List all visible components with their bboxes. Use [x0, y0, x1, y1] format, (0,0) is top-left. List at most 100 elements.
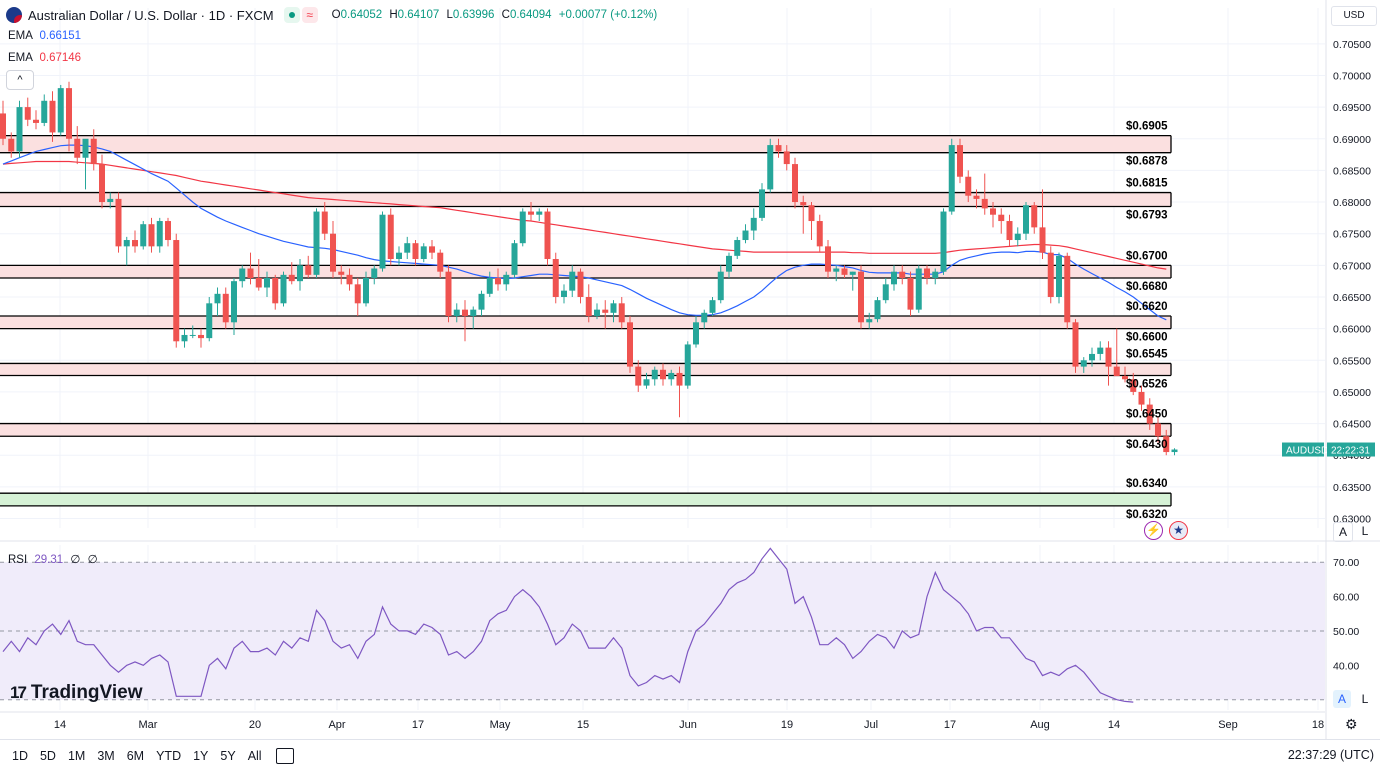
candle-body	[701, 312, 708, 323]
candle-body	[594, 309, 600, 316]
candle-body	[1138, 391, 1145, 405]
candle-body	[49, 100, 56, 133]
candle-body	[585, 296, 592, 316]
date-tick: May	[490, 719, 511, 731]
candle-body	[627, 322, 633, 367]
ema-slow-line	[2, 160, 1167, 270]
candle-body	[635, 366, 642, 386]
candle-body	[255, 278, 262, 288]
candle-body	[1155, 423, 1161, 437]
timeframe-1m[interactable]: 1M	[67, 748, 86, 763]
candle-body	[1014, 233, 1021, 241]
countdown-label: 22:22:31	[1331, 446, 1370, 457]
rsi-label: RSI	[8, 554, 28, 566]
ema-fast-legend[interactable]: EMA 0.66151	[8, 30, 81, 42]
symbol-label: AUDUSD	[1286, 446, 1328, 457]
resistance-zone	[0, 363, 1171, 376]
zone-price-label: $0.6450	[1126, 409, 1168, 421]
rsi-auto-scale-button[interactable]: A	[1333, 690, 1351, 708]
ema-slow-legend[interactable]: EMA 0.67146	[8, 52, 81, 64]
date-tick: 15	[577, 719, 589, 731]
candle-body	[363, 278, 369, 304]
candle-body	[783, 151, 790, 165]
gear-icon[interactable]: ⚙	[1345, 716, 1358, 732]
date-tick: 14	[1108, 719, 1120, 731]
rsi-extra-1: ∅	[70, 554, 81, 566]
calendar-icon[interactable]	[275, 747, 294, 764]
timeframe-5y[interactable]: 5Y	[220, 748, 236, 763]
candle-body	[1080, 360, 1087, 367]
timeframe-all[interactable]: All	[247, 748, 262, 763]
candle-body	[115, 198, 122, 247]
currency-button[interactable]: USD	[1331, 6, 1377, 26]
candle-body	[660, 369, 666, 380]
candle-body	[742, 230, 749, 241]
candle-body	[874, 300, 881, 320]
timeframe-1y[interactable]: 1Y	[193, 748, 209, 763]
symbol-title[interactable]: Australian Dollar / U.S. Dollar · 1D · F…	[28, 7, 274, 23]
candle-body	[750, 217, 757, 231]
timeframe-6m[interactable]: 6M	[126, 748, 145, 763]
log-scale-button[interactable]: L	[1361, 524, 1369, 538]
rsi-log-scale-button[interactable]: L	[1361, 692, 1369, 706]
wave-icon: ≈	[301, 7, 318, 23]
chart-header: Australian Dollar / U.S. Dollar · 1D · F…	[6, 6, 661, 24]
price-tick: 0.68500	[1333, 165, 1371, 177]
candle-body	[412, 243, 419, 260]
price-tick: 0.67500	[1333, 229, 1371, 241]
candle-body	[99, 164, 105, 203]
candle-body	[495, 278, 501, 285]
market-status[interactable]: ≈	[283, 7, 318, 23]
candle-body	[792, 164, 798, 203]
rsi-value: 29.31	[34, 554, 64, 566]
candle-body	[1039, 227, 1046, 253]
candle-body	[1146, 404, 1153, 424]
ohlc-close-key: C	[501, 9, 510, 21]
candle-body	[808, 205, 815, 222]
zone-price-label: $0.6526	[1126, 378, 1168, 390]
lightning-icon[interactable]: ⚡	[1144, 521, 1163, 540]
candle-body	[511, 243, 518, 275]
candle-body	[247, 268, 254, 278]
rsi-legend[interactable]: RSI 29.31 ∅ ∅	[8, 552, 98, 566]
candle-body	[717, 271, 724, 301]
timeframe-3m[interactable]: 3M	[97, 748, 115, 763]
tradingview-logo[interactable]: 17 TradingView	[10, 682, 143, 704]
ema-fast-label: EMA	[8, 30, 33, 42]
candle-body	[173, 240, 180, 342]
timeframe-5d[interactable]: 5D	[39, 748, 56, 763]
candle-body	[734, 240, 741, 256]
rsi-tick: 60.00	[1333, 592, 1359, 604]
ema-slow-value: 0.67146	[39, 52, 82, 64]
candle-body	[1064, 255, 1071, 323]
candle-body	[684, 344, 691, 386]
ohlc-open: 0.64052	[340, 9, 383, 21]
timeframe-1d[interactable]: 1D	[12, 748, 28, 763]
candle-body	[503, 274, 510, 285]
candle-body	[57, 88, 64, 133]
auto-scale-button[interactable]: A	[1333, 522, 1353, 542]
date-tick: 14	[54, 719, 66, 731]
candle-body	[1031, 205, 1038, 228]
price-chart[interactable]: 0.70500 0.70000 0.69500 0.69000 0.68500 0.680…	[0, 0, 1380, 739]
candle-body	[693, 322, 699, 345]
candle-body	[280, 274, 287, 304]
candle-body	[90, 138, 97, 165]
price-tick: 0.70000	[1333, 70, 1371, 82]
resistance-zone	[0, 192, 1171, 207]
us-flag-icon[interactable]: ★	[1169, 521, 1188, 540]
price-tick: 0.64500	[1333, 419, 1371, 431]
collapse-legend-button[interactable]: ^	[6, 70, 34, 90]
candle-body	[66, 88, 72, 139]
candle-body	[0, 113, 6, 139]
price-tick: 0.69000	[1333, 134, 1371, 146]
candle-body	[288, 274, 295, 282]
timeframe-ytd[interactable]: YTD	[156, 748, 182, 763]
utc-clock[interactable]: 22:37:29 (UTC)	[1287, 748, 1374, 762]
candle-body	[891, 271, 897, 285]
resistance-zone	[0, 423, 1171, 437]
candle-body	[990, 208, 996, 215]
candle-body	[800, 202, 807, 206]
ohlc-high: 0.64107	[397, 9, 440, 21]
candle-body	[668, 372, 675, 380]
